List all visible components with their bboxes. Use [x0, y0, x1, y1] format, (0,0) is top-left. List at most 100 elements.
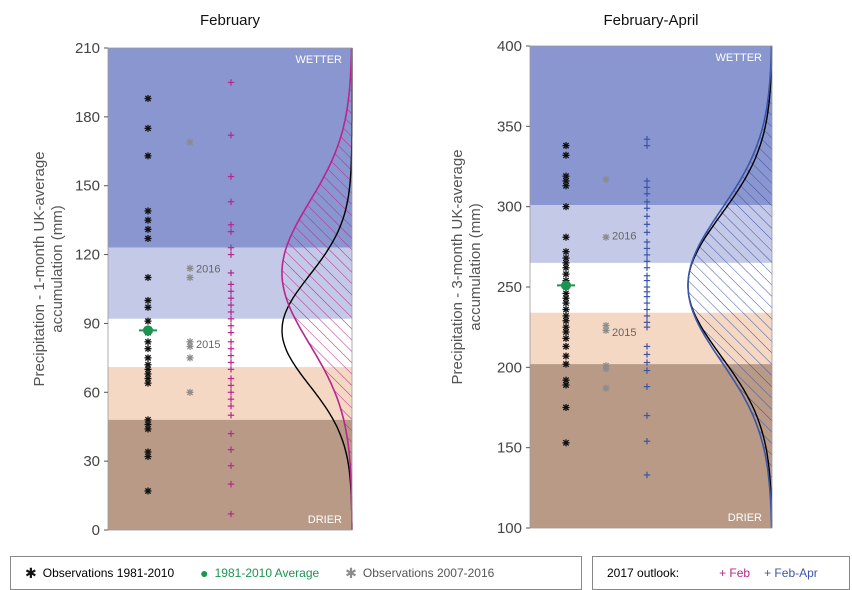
observation-1981-2010-point — [144, 235, 152, 243]
legend-item-febapr: + Feb-Apr — [764, 566, 818, 580]
outlook-point — [643, 412, 651, 419]
observation-2007-2016-point — [602, 326, 610, 334]
outlook-point — [643, 471, 651, 479]
observation-1981-2010-point — [562, 142, 570, 150]
outlook-point — [227, 366, 235, 373]
observation-1981-2010-point — [144, 375, 152, 383]
outlook-point — [227, 352, 235, 359]
band-label-wetter: WETTER — [296, 54, 342, 66]
outlook-point — [643, 198, 651, 206]
outlook-point — [643, 438, 651, 445]
year-annotation: 2016 — [612, 231, 636, 243]
observation-1981-2010-point — [144, 345, 152, 353]
outlook-point — [643, 135, 651, 143]
outlook-point — [227, 430, 235, 437]
outlook-point — [643, 190, 651, 198]
observation-1981-2010-point — [562, 233, 570, 241]
legend-item-average: ● 1981-2010 Average — [200, 565, 319, 581]
outlook-point — [227, 173, 235, 180]
observation-1981-2010-point — [562, 342, 570, 350]
outlook-point — [643, 258, 651, 265]
observation-1981-2010-point — [562, 305, 570, 313]
observation-1981-2010-point — [562, 151, 570, 159]
outlook-point — [227, 301, 235, 309]
observation-1981-2010-point — [562, 294, 570, 302]
outlook-point — [227, 359, 235, 366]
y-tick-label: 300 — [497, 199, 522, 216]
outlook-point — [643, 251, 651, 259]
outlook-point — [227, 338, 235, 345]
observation-1981-2010-point — [144, 317, 152, 325]
outlook-point — [643, 264, 651, 271]
y-axis-label: Precipitation - 1-month UK-averageaccumu… — [31, 151, 66, 386]
y-tick-label: 0 — [92, 522, 100, 539]
probability-band-5 — [108, 419, 352, 530]
outlook-point — [227, 221, 235, 228]
outlook-point — [643, 177, 651, 185]
outlook-point — [227, 308, 235, 316]
observation-1981-2010-point — [562, 381, 570, 389]
observation-1981-2010-point — [144, 124, 152, 132]
outlook-point — [643, 229, 651, 236]
probability-band-4 — [108, 367, 352, 420]
outlook-point — [227, 79, 235, 86]
outlook-point — [227, 510, 235, 518]
chart-panel-1: WETTER DRIER 0 30 60 90 120 150 180 210 February Pr… — [31, 12, 353, 539]
y-tick-label: 350 — [497, 118, 522, 135]
y-axis-label: Precipitation - 3-month UK-averageaccumu… — [449, 149, 484, 384]
observation-1981-2010-point — [144, 379, 152, 387]
outlook-point — [227, 315, 235, 323]
legend-item-obs-recent: ✱ Observations 2007-2016 — [345, 565, 494, 582]
band-label-drier: DRIER — [308, 514, 342, 526]
observation-2007-2016-point — [602, 365, 610, 373]
observation-1981-2010-point — [562, 248, 570, 256]
outlook-point — [227, 382, 235, 389]
legend-symbol-obs-hist: ✱ — [25, 564, 37, 581]
outlook-distribution-curve — [687, 46, 773, 528]
outlook-point — [643, 351, 651, 358]
observation-2007-2016-point — [186, 342, 194, 350]
plot-frame — [107, 47, 353, 531]
outlook-point — [227, 345, 235, 352]
observation-1981-2010-point — [144, 296, 152, 304]
observation-1981-2010-point — [144, 453, 152, 461]
outlook-point — [227, 288, 235, 295]
observation-1981-2010-point — [562, 334, 570, 342]
observation-1981-2010-point — [562, 289, 570, 297]
outlook-point — [643, 293, 651, 300]
outlook-distribution-fill — [282, 48, 352, 530]
observation-1981-2010-point — [144, 303, 152, 311]
average-point — [561, 280, 571, 291]
observation-2007-2016-point — [602, 175, 610, 183]
outlook-point — [227, 251, 235, 258]
outlook-point — [227, 269, 235, 277]
outlook-point — [227, 132, 235, 139]
y-tick-label: 100 — [497, 520, 522, 537]
y-tick-label: 60 — [83, 384, 100, 401]
observation-1981-2010-point — [562, 264, 570, 272]
outlook-point — [227, 389, 235, 396]
observation-1981-2010-point — [144, 94, 152, 102]
average-point — [143, 325, 153, 336]
observation-1981-2010-point — [144, 152, 152, 160]
observation-1981-2010-point — [144, 216, 152, 224]
chart-title: February-April — [603, 12, 698, 29]
outlook-distribution-curve — [281, 48, 353, 530]
observation-1981-2010-point — [562, 328, 570, 336]
legend-label-obs-recent: Observations 2007-2016 — [362, 566, 495, 580]
y-tick-label: 200 — [497, 359, 522, 376]
observation-1981-2010-point — [562, 182, 570, 190]
observation-1981-2010-point — [144, 354, 152, 362]
probability-band-5 — [530, 364, 772, 528]
y-tick-label: 120 — [75, 247, 100, 264]
year-annotation: 2015 — [196, 339, 220, 351]
observation-1981-2010-point — [144, 274, 152, 282]
observation-2007-2016-point — [186, 354, 194, 362]
outlook-point — [643, 367, 651, 374]
y-tick-label: 150 — [497, 440, 522, 457]
outlook-point — [227, 294, 235, 302]
chart-canvas: WETTER DRIER 0 30 60 90 120 150 180 210 February Pr… — [31, 12, 773, 539]
outlook-point — [227, 462, 235, 469]
observation-1981-2010-point — [562, 360, 570, 368]
legend-label-average: 1981-2010 Average — [214, 566, 320, 580]
